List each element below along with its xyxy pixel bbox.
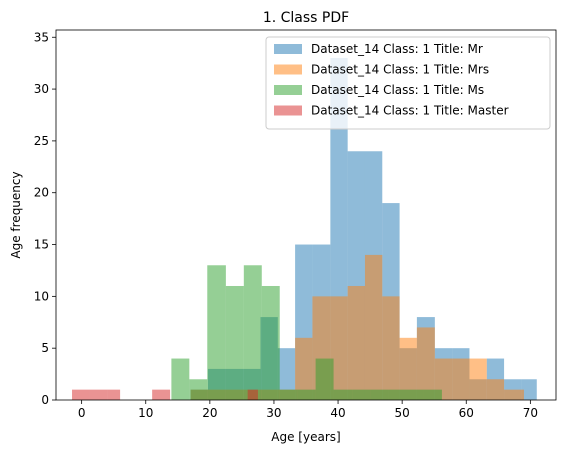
legend-label: Dataset_14 Class: 1 Title: Mr — [311, 42, 483, 56]
x-tick-label: 70 — [523, 406, 538, 420]
plot-frame — [55, 29, 557, 401]
bar-s1-6 — [295, 337, 313, 400]
bar-s3-2 — [107, 389, 121, 400]
bar-s2-12 — [388, 389, 406, 400]
legend: Dataset_14 Class: 1 Title: Mr Dataset_14 … — [265, 36, 551, 130]
legend-swatch — [274, 85, 302, 95]
bar-s1-15 — [452, 358, 470, 400]
bar-s1-9 — [347, 285, 365, 400]
y-tick-label: 10 — [34, 289, 49, 303]
bar-s2-6 — [279, 389, 298, 400]
x-tick-label: 50 — [395, 406, 410, 420]
bar-s1-10 — [364, 254, 383, 400]
legend-label: Dataset_14 Class: 1 Title: Master — [311, 104, 509, 118]
bar-s2-4 — [243, 265, 262, 400]
bar-s2-7 — [297, 389, 316, 400]
y-tick-label: 35 — [34, 30, 49, 44]
legend-label: Dataset_14 Class: 1 Title: Ms — [311, 83, 484, 97]
bar-s1-12 — [399, 337, 417, 400]
y-tick-label: 5 — [41, 341, 49, 355]
legend-swatch — [274, 44, 302, 54]
bar-s0-5 — [277, 348, 296, 400]
axis-ticks: 0 10 20 30 40 50 60 70 0 5 10 15 20 25 30 35 — [34, 30, 538, 420]
bar-s3-4 — [247, 389, 258, 400]
bar-s1-16 — [469, 358, 487, 400]
y-tick-label: 30 — [34, 82, 49, 96]
bar-s1-13 — [416, 327, 435, 400]
x-axis-label: Age [years] — [271, 430, 340, 444]
legend-label: Dataset_14 Class: 1 Title: Mrs — [311, 63, 489, 77]
bars-layer — [72, 57, 537, 401]
bar-s2-3 — [225, 285, 244, 400]
y-axis-label: Age frequency — [9, 171, 23, 258]
bar-s2-14 — [423, 389, 442, 400]
bar-s2-8 — [315, 358, 334, 400]
bar-s1-11 — [382, 296, 400, 400]
bar-s2-13 — [406, 389, 424, 400]
bar-s2-10 — [352, 389, 371, 400]
bar-s2-11 — [370, 389, 389, 400]
series-1 — [190, 254, 524, 400]
bar-s0-19 — [521, 379, 537, 400]
x-tick-label: 60 — [459, 406, 474, 420]
series-3 — [72, 389, 258, 400]
chart-title: 1. Class PDF — [263, 10, 349, 26]
x-tick-label: 0 — [78, 406, 86, 420]
bar-s2-2 — [207, 265, 226, 400]
series-2 — [171, 265, 442, 400]
x-tick-label: 20 — [202, 406, 217, 420]
bar-s1-18 — [504, 389, 524, 400]
bar-s2-0 — [171, 358, 190, 400]
y-tick-label: 15 — [34, 238, 49, 252]
bar-s1-17 — [486, 379, 505, 400]
bar-s2-5 — [261, 285, 280, 400]
y-tick-label: 20 — [34, 186, 49, 200]
x-tick-label: 40 — [330, 406, 345, 420]
bar-s3-3 — [152, 389, 171, 400]
bar-s3-0 — [72, 389, 90, 400]
x-tick-label: 30 — [266, 406, 281, 420]
legend-swatch — [274, 105, 302, 116]
x-tick-label: 10 — [138, 406, 153, 420]
bar-s3-1 — [89, 389, 108, 400]
bar-s2-9 — [333, 389, 353, 400]
legend-swatch — [274, 64, 302, 75]
bar-s1-8 — [330, 296, 348, 400]
legend-box — [265, 36, 551, 130]
y-tick-label: 0 — [41, 393, 49, 407]
y-tick-label: 25 — [34, 134, 49, 148]
bar-s2-1 — [189, 379, 208, 400]
